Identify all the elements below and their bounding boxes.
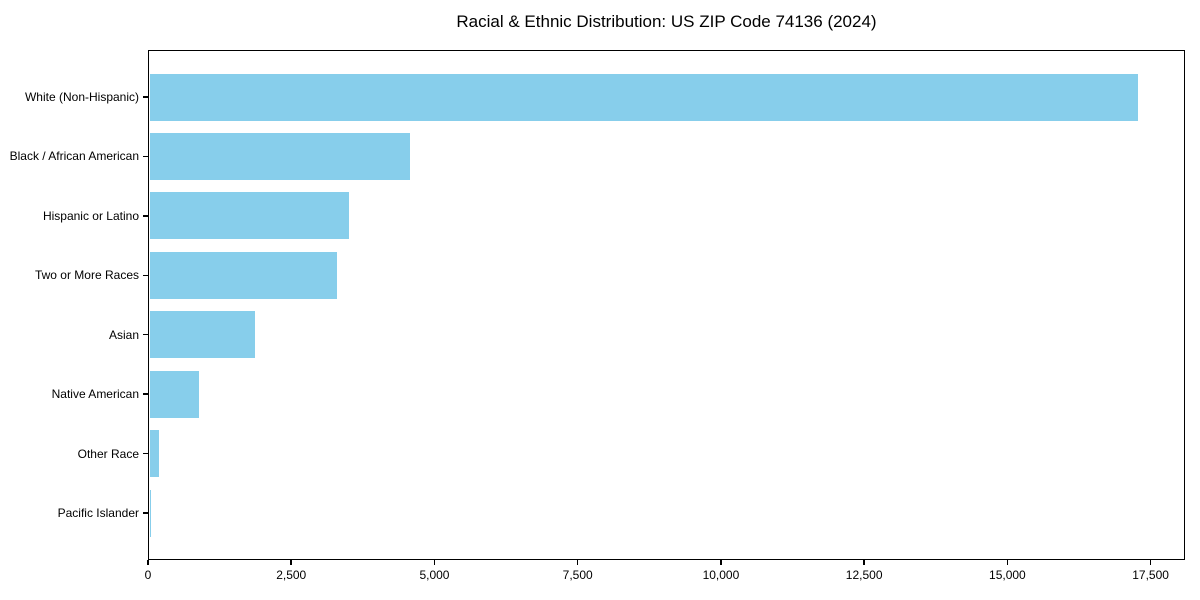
y-axis-tick: [143, 215, 148, 217]
x-axis-label: 12,500: [845, 568, 883, 582]
plot-area: [148, 50, 1185, 560]
x-axis-label: 0: [144, 568, 152, 582]
y-axis-tick: [143, 452, 148, 455]
x-axis-label: 15,000: [989, 568, 1026, 582]
y-axis-tick: [143, 96, 148, 98]
bar-white-non-hispanic: [149, 73, 1139, 121]
y-axis-tick: [143, 274, 148, 277]
y-axis-tick: [143, 155, 148, 158]
chart-title: Racial & Ethnic Distribution: US ZIP Cod…: [456, 12, 877, 31]
bar-two-or-more-races: [149, 251, 337, 299]
x-axis-tick: [720, 560, 722, 565]
y-axis-label: Other Race: [77, 446, 139, 461]
bar-pacific-islander: [149, 489, 151, 537]
y-axis-tick: [143, 333, 148, 336]
y-axis-label: Two or More Races: [34, 268, 139, 283]
bar-hispanic-or-latino: [149, 192, 350, 240]
x-axis-tick: [147, 560, 149, 565]
y-axis-label: White (Non-Hispanic): [24, 90, 139, 104]
y-axis-label: Pacific Islander: [57, 506, 139, 520]
x-axis-tick: [863, 560, 865, 565]
y-axis-label: Black / African American: [9, 149, 139, 164]
y-axis-label: Asian: [108, 327, 139, 342]
bar-other-race: [149, 430, 159, 478]
x-axis-tick: [1149, 560, 1152, 565]
bar-asian: [149, 311, 256, 359]
x-axis-label: 7,500: [562, 568, 593, 582]
y-axis-label: Hispanic or Latino: [42, 208, 139, 223]
x-axis-tick: [433, 560, 436, 565]
x-axis-label: 10,000: [702, 568, 740, 582]
x-axis-tick: [290, 560, 292, 565]
x-axis-tick: [576, 560, 579, 565]
y-axis-tick: [143, 512, 148, 514]
x-axis-label: 5,000: [419, 568, 450, 582]
x-axis-label: 17,500: [1132, 568, 1169, 582]
x-axis-tick: [1006, 560, 1009, 565]
x-axis-label: 2,500: [276, 568, 307, 582]
y-axis-label: Native American: [51, 387, 139, 402]
bar-black-african-american: [149, 132, 410, 180]
bar-native-american: [149, 370, 200, 418]
y-axis-tick: [143, 393, 148, 395]
